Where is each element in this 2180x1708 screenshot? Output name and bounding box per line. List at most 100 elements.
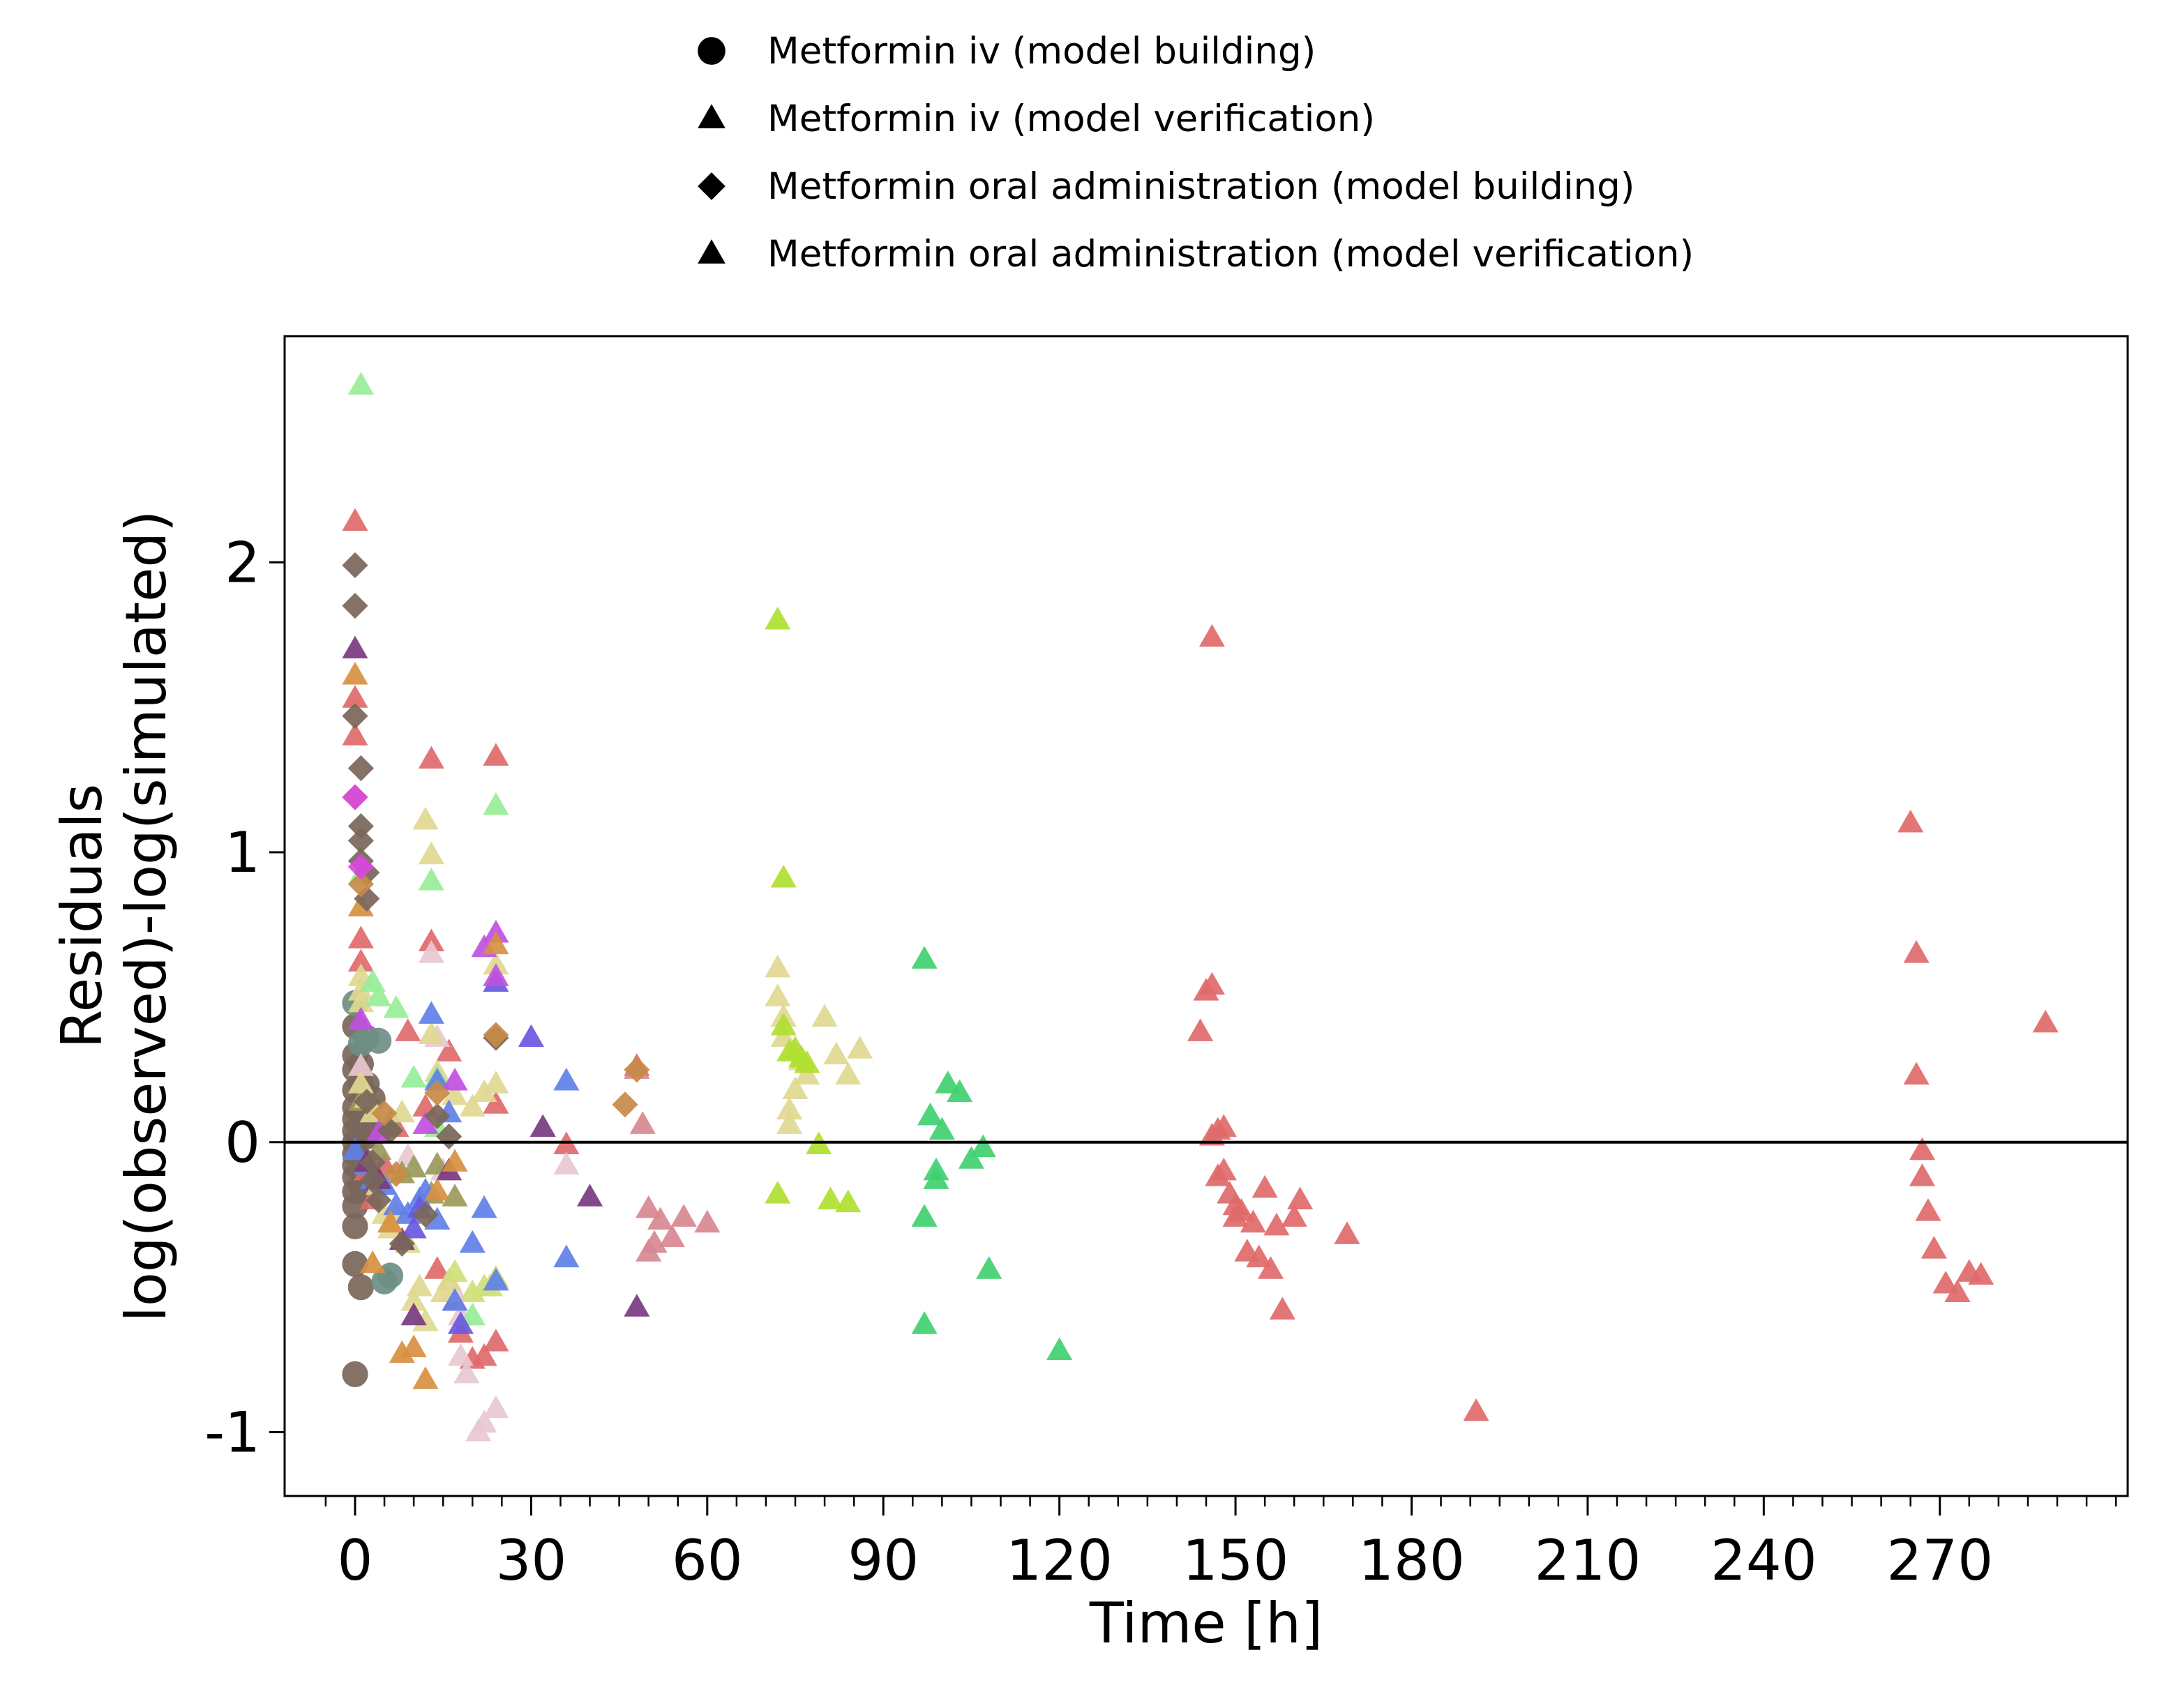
data-point-triangle bbox=[442, 1082, 468, 1105]
data-point-triangle bbox=[929, 1117, 955, 1140]
data-point-triangle bbox=[483, 919, 509, 943]
data-point-triangle bbox=[811, 1004, 838, 1027]
data-point-triangle bbox=[442, 1067, 468, 1091]
data-point-triangle bbox=[424, 1067, 451, 1091]
legend-label: Metformin oral administration (model ver… bbox=[767, 233, 1694, 275]
data-point-triangle bbox=[1897, 809, 1924, 833]
data-point-diamond bbox=[371, 1100, 398, 1126]
data-point-triangle bbox=[636, 1195, 662, 1218]
legend: Metformin iv (model building) Metformin i… bbox=[698, 30, 1694, 275]
x-tick-label: 30 bbox=[495, 1528, 566, 1593]
data-point-triangle bbox=[406, 1274, 433, 1297]
data-point-triangle bbox=[418, 746, 444, 769]
data-point-triangle bbox=[553, 1151, 580, 1175]
data-point-diamond bbox=[342, 552, 368, 579]
data-point-diamond bbox=[347, 871, 374, 898]
data-point-triangle bbox=[958, 1146, 985, 1169]
data-point-triangle bbox=[1463, 1398, 1489, 1421]
data-point-diamond bbox=[359, 1167, 386, 1193]
y-axis-title-line: log(observed)-log(simulated) bbox=[114, 511, 179, 1322]
x-tick-label: 150 bbox=[1182, 1528, 1289, 1593]
data-point-triangle bbox=[418, 868, 444, 891]
y-tick-label: 2 bbox=[225, 530, 260, 595]
legend-label: Metformin iv (model verification) bbox=[767, 98, 1375, 140]
data-point-triangle bbox=[412, 1111, 439, 1134]
data-point-triangle bbox=[347, 978, 374, 1001]
data-point-diamond bbox=[377, 1117, 404, 1144]
data-point-triangle bbox=[471, 1343, 497, 1366]
data-point-triangle bbox=[1968, 1262, 1994, 1285]
data-point-diamond bbox=[354, 885, 380, 912]
plot-area-frame bbox=[283, 335, 2129, 1497]
data-point-triangle bbox=[483, 931, 509, 955]
data-point-triangle bbox=[1287, 1186, 1314, 1209]
data-point-triangle bbox=[1251, 1174, 1278, 1198]
data-point-diamond bbox=[366, 1187, 392, 1214]
x-tick-label: 120 bbox=[1006, 1528, 1113, 1593]
data-point-triangle bbox=[459, 1279, 486, 1302]
data-point-triangle bbox=[1210, 1114, 1237, 1138]
data-point-triangle bbox=[400, 1064, 427, 1088]
data-point-triangle bbox=[835, 1189, 862, 1213]
data-point-triangle bbox=[483, 951, 509, 975]
data-point-triangle bbox=[976, 1256, 1002, 1279]
data-point-triangle bbox=[553, 1067, 580, 1091]
data-point-triangle bbox=[1046, 1337, 1073, 1361]
data-point-triangle bbox=[342, 661, 368, 685]
data-point-triangle bbox=[1269, 1297, 1295, 1320]
x-axis-title: Time [h] bbox=[1089, 1591, 1323, 1656]
data-point-circle bbox=[377, 1262, 404, 1289]
data-point-triangle bbox=[400, 1154, 427, 1178]
data-point-triangle bbox=[782, 1076, 809, 1099]
data-point-triangle bbox=[1920, 1236, 1947, 1259]
data-point-circle bbox=[342, 1193, 368, 1219]
data-point-triangle bbox=[442, 1184, 468, 1207]
x-tick-label: 0 bbox=[338, 1528, 373, 1593]
data-points bbox=[342, 372, 2059, 1442]
data-point-triangle bbox=[483, 1091, 509, 1114]
data-point-triangle bbox=[347, 1053, 374, 1076]
data-point-triangle bbox=[395, 1018, 421, 1041]
data-point-triangle bbox=[1198, 972, 1226, 995]
data-point-triangle bbox=[1944, 1279, 1971, 1302]
data-point-triangle bbox=[1240, 1209, 1266, 1233]
data-point-triangle bbox=[1903, 1061, 1930, 1085]
data-point-triangle bbox=[1915, 1198, 1941, 1221]
data-point-triangle bbox=[342, 723, 368, 746]
data-point-triangle bbox=[400, 1215, 427, 1239]
data-point-triangle bbox=[347, 989, 374, 1013]
data-point-triangle bbox=[412, 1366, 439, 1389]
data-point-triangle bbox=[917, 1102, 944, 1126]
data-point-diamond bbox=[347, 827, 374, 854]
data-point-triangle bbox=[412, 1308, 439, 1331]
data-point-triangle bbox=[911, 1204, 938, 1227]
data-point-triangle bbox=[794, 1061, 820, 1085]
data-point-triangle bbox=[418, 1001, 444, 1024]
data-point-triangle bbox=[1281, 1204, 1307, 1227]
data-point-triangle bbox=[347, 372, 374, 395]
data-point-triangle bbox=[424, 1256, 451, 1279]
data-point-diamond bbox=[383, 1161, 409, 1188]
data-point-triangle bbox=[624, 1294, 650, 1317]
data-point-triangle bbox=[418, 841, 444, 865]
data-point-triangle bbox=[770, 864, 797, 888]
data-point-triangle bbox=[442, 1259, 468, 1282]
data-point-triangle bbox=[412, 806, 439, 830]
data-point-triangle bbox=[911, 946, 938, 969]
data-point-triangle bbox=[670, 1204, 697, 1227]
legend-label: Metformin iv (model building) bbox=[767, 30, 1316, 73]
data-point-diamond bbox=[359, 1149, 386, 1176]
data-point-triangle bbox=[483, 1395, 509, 1419]
legend-marker-triangle bbox=[698, 239, 726, 264]
data-point-triangle bbox=[765, 1181, 791, 1204]
data-point-circle bbox=[347, 1274, 374, 1301]
data-point-triangle bbox=[911, 1311, 938, 1334]
data-point-triangle bbox=[765, 606, 791, 630]
data-point-triangle bbox=[923, 1157, 949, 1181]
data-point-triangle bbox=[424, 1177, 451, 1201]
y-tick-label: -1 bbox=[204, 1400, 260, 1465]
data-point-triangle bbox=[641, 1230, 668, 1253]
data-point-diamond bbox=[389, 1230, 415, 1257]
data-point-circle bbox=[366, 1027, 392, 1054]
x-tick-label: 270 bbox=[1886, 1528, 1993, 1593]
